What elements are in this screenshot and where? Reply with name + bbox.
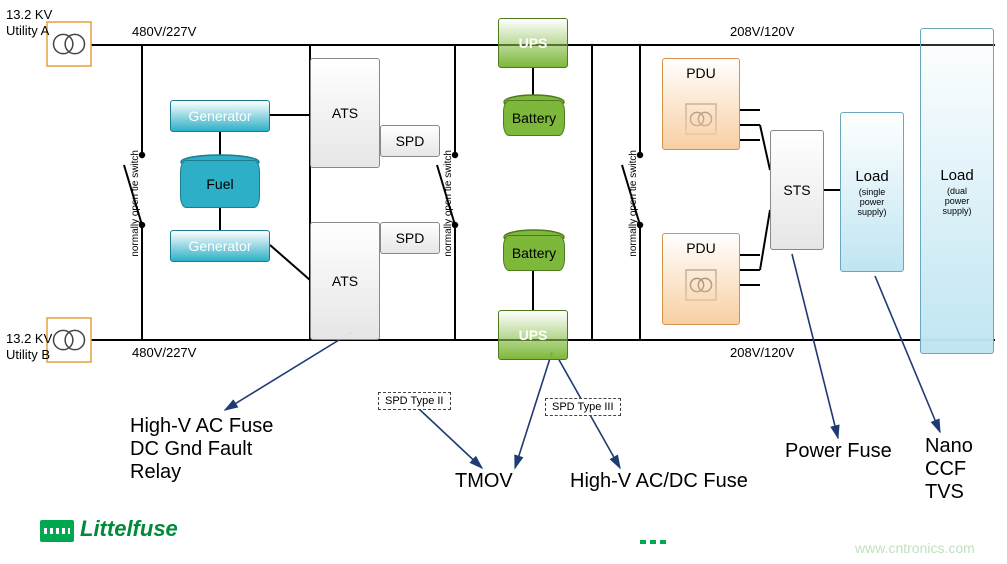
tie-switch-label: normally open tie switch <box>443 150 454 257</box>
decor-dash <box>640 540 646 544</box>
block-bat2: Battery <box>503 235 565 271</box>
footnote-label: SPD Type III <box>545 398 621 416</box>
tie-switch-label: normally open tie switch <box>130 150 141 257</box>
pdu-top-volt: 208V/120V <box>730 25 794 40</box>
label-power-fuse: Power Fuse <box>785 440 892 463</box>
block-ats1: ATS <box>310 58 380 168</box>
brand-name: Littelfuse <box>80 516 178 542</box>
utility-b-volt: 480V/227V <box>132 346 196 361</box>
decor-dash <box>660 540 666 544</box>
block-ups2: UPS <box>498 310 568 360</box>
brand-mark-icon <box>40 520 74 542</box>
decor-dash <box>650 540 656 544</box>
utility-a-kv: 13.2 KV <box>6 8 52 23</box>
utility-a-volt: 480V/227V <box>132 25 196 40</box>
block-load1: Load(single power supply) <box>840 112 904 272</box>
block-gen1: Generator <box>170 100 270 132</box>
utility-a-name: Utility A <box>6 24 49 39</box>
utility-b-name: Utility B <box>6 348 50 363</box>
block-sts: STS <box>770 130 824 250</box>
label-hvac-fuse: High-V AC Fuse DC Gnd Fault Relay <box>130 415 273 484</box>
block-fuel: Fuel <box>180 160 260 208</box>
label-nano: Nano CCF TVS <box>925 435 973 504</box>
footnote-label: SPD Type II <box>378 392 451 410</box>
block-gen2: Generator <box>170 230 270 262</box>
label-hvacdc: High-V AC/DC Fuse <box>570 470 748 493</box>
tie-switch-label: normally open tie switch <box>628 150 639 257</box>
block-spd2: SPD <box>380 222 440 254</box>
block-load2: Load(dual power supply) <box>920 28 994 354</box>
watermark: www.cntronics.com <box>855 540 975 556</box>
block-ups1: UPS <box>498 18 568 68</box>
block-bat1: Battery <box>503 100 565 136</box>
label-tmov: TMOV <box>455 470 513 493</box>
utility-b-kv: 13.2 KV <box>6 332 52 347</box>
block-pdu1: PDU <box>662 58 740 150</box>
block-spd1: SPD <box>380 125 440 157</box>
block-pdu2: PDU <box>662 233 740 325</box>
pdu-bot-volt: 208V/120V <box>730 346 794 361</box>
block-ats2: ATS <box>310 222 380 340</box>
